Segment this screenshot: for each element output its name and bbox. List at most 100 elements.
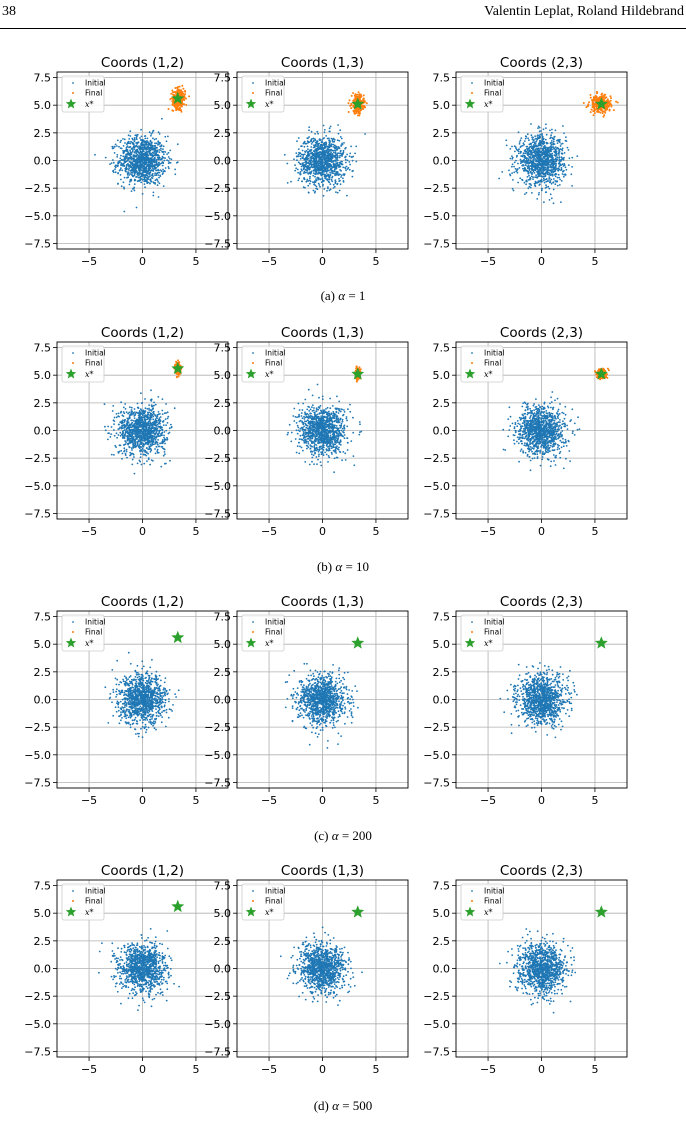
initial-point	[140, 463, 143, 466]
initial-point	[133, 151, 136, 154]
initial-point	[318, 158, 321, 161]
final-point	[171, 89, 174, 92]
initial-point	[335, 167, 338, 170]
initial-point	[525, 191, 528, 194]
final-point	[599, 111, 602, 114]
initial-point	[129, 406, 131, 409]
initial-point	[139, 456, 142, 458]
initial-point	[562, 165, 565, 167]
initial-point	[544, 149, 547, 152]
initial-point	[145, 179, 148, 181]
initial-point	[519, 162, 522, 165]
final-point	[170, 92, 173, 95]
initial-point	[297, 171, 299, 174]
initial-point	[543, 179, 545, 182]
initial-point	[135, 176, 137, 178]
initial-point	[550, 197, 553, 200]
initial-point	[167, 135, 169, 138]
initial-point	[143, 144, 145, 147]
initial-point	[308, 136, 310, 138]
initial-point	[558, 154, 560, 156]
y-tick-label: 0.0	[214, 155, 232, 168]
initial-point	[537, 148, 540, 151]
initial-point	[535, 140, 538, 143]
initial-point	[113, 152, 116, 154]
initial-point	[141, 178, 144, 181]
initial-point	[312, 169, 315, 172]
initial-point	[155, 174, 158, 177]
initial-point	[142, 164, 145, 167]
initial-point	[146, 151, 149, 153]
initial-point	[333, 185, 336, 188]
initial-point	[533, 141, 536, 144]
initial-point	[538, 154, 540, 157]
initial-point	[346, 159, 349, 162]
initial-point	[511, 187, 514, 190]
initial-point	[153, 138, 156, 141]
initial-point	[559, 138, 561, 141]
initial-point	[545, 123, 547, 126]
initial-point	[119, 444, 122, 447]
initial-point	[324, 156, 326, 159]
initial-point	[338, 164, 341, 166]
final-point	[178, 90, 181, 93]
initial-point	[125, 448, 128, 451]
initial-point	[339, 155, 341, 157]
initial-point	[130, 179, 133, 181]
initial-point	[314, 138, 316, 141]
initial-point	[145, 171, 148, 174]
x-tick-label: −5	[81, 255, 97, 268]
initial-point	[149, 167, 152, 170]
initial-point	[553, 147, 555, 150]
initial-point	[147, 181, 150, 184]
initial-point	[149, 463, 152, 466]
initial-point	[305, 142, 308, 145]
initial-point	[299, 155, 301, 158]
initial-point	[531, 138, 534, 141]
initial-point	[304, 171, 307, 174]
y-tick-label: −2.5	[423, 182, 450, 195]
initial-point	[154, 179, 157, 182]
initial-point	[161, 445, 164, 448]
initial-point	[111, 147, 114, 150]
initial-point	[118, 169, 121, 172]
initial-point	[570, 173, 573, 176]
initial-point	[168, 167, 170, 170]
initial-point	[536, 198, 539, 200]
initial-point	[157, 174, 160, 177]
initial-point	[145, 143, 148, 145]
initial-point	[538, 162, 541, 165]
final-point	[354, 97, 357, 100]
initial-point	[126, 150, 129, 153]
initial-point	[152, 191, 155, 194]
initial-point	[299, 158, 302, 160]
initial-point	[161, 432, 164, 434]
final-point	[362, 97, 365, 100]
initial-point	[330, 178, 333, 181]
initial-point	[145, 159, 148, 162]
initial-point	[549, 142, 552, 145]
initial-point	[154, 142, 156, 145]
initial-point	[342, 151, 345, 154]
initial-point	[334, 154, 337, 157]
initial-point	[148, 151, 151, 154]
initial-point	[554, 158, 557, 161]
initial-point	[534, 185, 537, 188]
initial-point	[158, 161, 160, 164]
initial-points	[103, 389, 176, 475]
initial-point	[516, 171, 519, 174]
initial-point	[315, 154, 318, 157]
initial-point	[339, 183, 342, 186]
initial-point	[511, 156, 514, 159]
initial-point	[551, 152, 554, 155]
initial-point	[520, 155, 523, 157]
initial-point	[336, 159, 339, 162]
initial-point	[143, 462, 146, 465]
legend-marker-target	[65, 98, 77, 109]
final-point	[592, 114, 595, 117]
initial-point	[324, 166, 326, 169]
initial-point	[129, 154, 131, 157]
final-point	[604, 97, 607, 100]
initial-point	[158, 182, 161, 185]
initial-point	[142, 168, 145, 171]
